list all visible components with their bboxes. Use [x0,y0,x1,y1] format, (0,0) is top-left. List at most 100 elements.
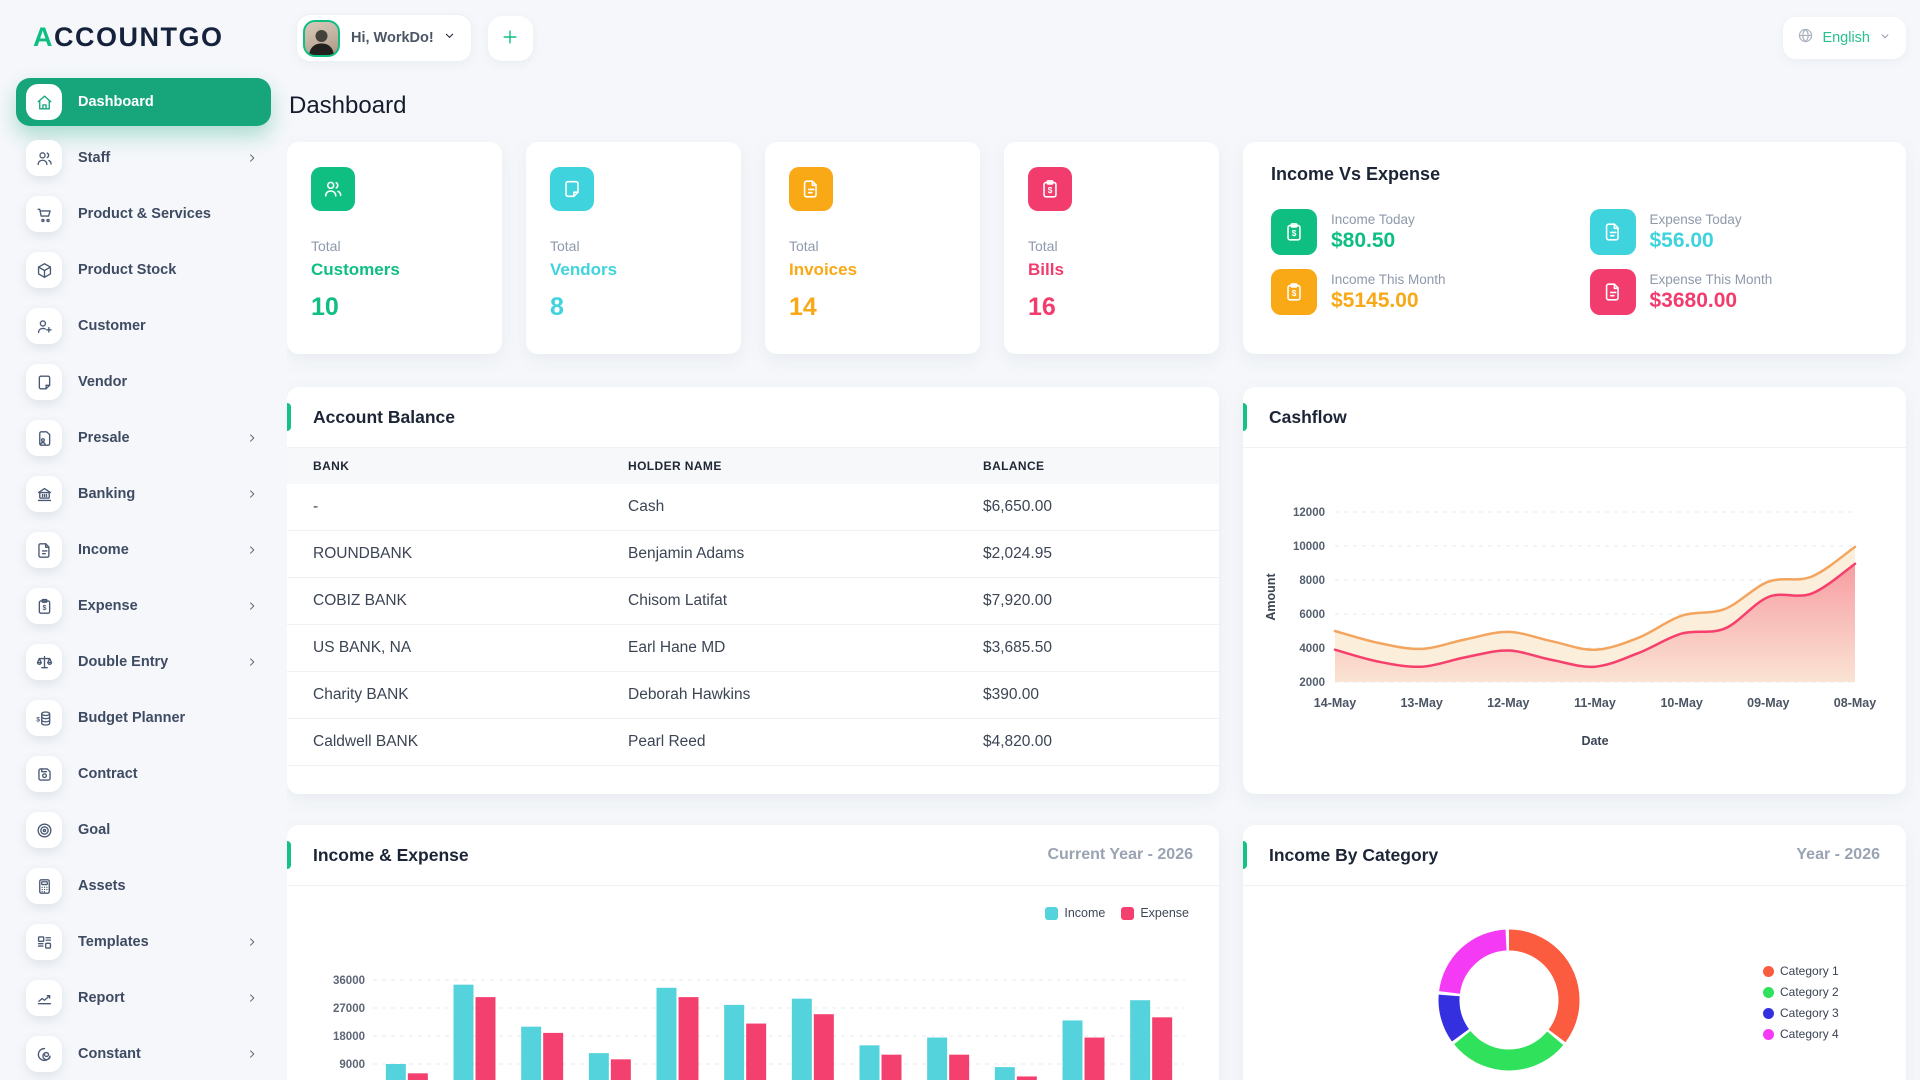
note-icon [550,167,594,211]
cashflow-title: Cashflow [1269,406,1347,427]
sidebar-item-contract[interactable]: Contract [16,750,271,798]
ive-value: $5145.00 [1331,288,1419,312]
table-cell: Pearl Reed [628,718,983,766]
svg-text:8000: 8000 [1299,575,1325,587]
sidebar-item-product-stock[interactable]: Product Stock [16,246,271,294]
stats-row: Total Customers 10 Total Vendors 8 Total Invoic… [287,142,1906,354]
chevron-right-icon [245,431,259,445]
legend-label: Category 3 [1780,1006,1839,1020]
ive-item-expense-today: Expense Today $56.00 [1589,209,1879,255]
income-by-category-year-label: Year - 2026 [1796,846,1880,863]
sidebar-item-assets[interactable]: Assets [16,862,271,910]
income-expense-year-label: Current Year - 2026 [1047,846,1193,863]
svg-text:10000: 10000 [1293,541,1325,553]
spiral-icon [26,1036,62,1072]
greeting-label: Hi, WorkDo! [351,30,434,46]
sidebar-item-double-entry[interactable]: Double Entry [16,638,271,686]
bank-icon [26,476,62,512]
sidebar-item-templates[interactable]: Templates [16,918,271,966]
language-label: English [1822,30,1870,46]
table-cell: $3,685.50 [983,624,1219,672]
sidebar-item-banking[interactable]: Banking [16,470,271,518]
chevron-right-icon [245,991,259,1005]
legend-label: Income [1064,906,1106,920]
page-title: Dashboard [289,92,407,119]
sidebar-item-label: Goal [78,822,111,838]
table-cell: Earl Hane MD [628,624,983,672]
table-cell: Benjamin Adams [628,530,983,578]
target-icon [26,812,62,848]
table-cell: US BANK, NA [287,624,628,672]
cashflow-chart: 2000 4000 6000 8000 10000 12000 14-May 13-May 12… [1243,448,1906,782]
chevron-right-icon [245,599,259,613]
clipboard-dollar-icon: $ [1271,209,1317,255]
sidebar-item-presale[interactable]: Presale [16,414,271,462]
svg-text:6000: 6000 [1299,609,1325,621]
logo-letter: A [33,22,54,52]
table-row: ROUNDBANK Benjamin Adams $2,024.95 [287,530,1219,578]
svg-text:10-May: 10-May [1660,696,1702,710]
svg-text:18000: 18000 [333,1031,365,1043]
sidebar-item-label: Customer [78,318,146,334]
account-balance-table: BANK HOLDER NAME BALANCE - Cash $6,650.00 ROU… [287,448,1219,766]
profile-menu-button[interactable]: Hi, WorkDo! [296,14,472,62]
stat-card-label: Invoices [789,260,858,279]
app-logo: ACCOUNTGO [0,0,287,70]
sidebar-item-product-services[interactable]: Product & Services [16,190,271,238]
panel-accent-bar [1243,403,1247,431]
legend-item-category-2: Category 2 [1763,985,1839,999]
panel-accent-bar [287,403,291,431]
sidebar-item-dashboard[interactable]: Dashboard [16,78,271,126]
bar-chart-legend: Income Expense [287,886,1219,920]
income-by-category-title: Income By Category [1269,844,1439,865]
table-cell: $390.00 [983,671,1219,719]
clipboard-dollar-icon: $ [1028,167,1072,211]
file-text-icon [789,167,833,211]
chevron-right-icon [245,655,259,669]
svg-text:09-May: 09-May [1747,696,1789,710]
legend-item-category-1: Category 1 [1763,964,1839,978]
sidebar-item-report[interactable]: Report [16,974,271,1022]
chevron-down-icon [442,28,457,48]
sidebar-item-goal[interactable]: Goal [16,806,271,854]
chevron-down-icon [1878,29,1892,48]
sidebar-item-staff[interactable]: Staff [16,134,271,182]
panel-accent-bar [1243,841,1247,869]
stat-card-label: Vendors [550,260,618,279]
panel-accent-bar [287,841,291,869]
avatar [303,19,340,57]
ive-value: $80.50 [1331,228,1396,252]
table-cell: $4,820.00 [983,718,1219,766]
sidebar-item-vendor[interactable]: Vendor [16,358,271,406]
sidebar-item-constant[interactable]: Constant [16,1030,271,1078]
language-selector[interactable]: English [1783,17,1906,59]
sidebar: ACCOUNTGO Dashboard Staff Product & Servic… [0,0,287,1080]
cart-icon [26,196,62,232]
sidebar-item-label: Vendor [78,374,128,390]
coins-icon: $ [26,700,62,736]
legend-item-expense: Expense [1121,906,1189,920]
table-cell: Cash [628,484,983,531]
legend-dot [1763,1007,1774,1019]
sidebar-item-label: Banking [78,486,136,502]
svg-text:12000: 12000 [1293,507,1325,519]
column-header-bank: BANK [313,459,350,473]
stat-card-prefix: Total [311,238,341,254]
svg-text:4000: 4000 [1299,643,1325,655]
stat-card-label: Customers [311,260,400,279]
sidebar-item-label: Dashboard [78,94,154,110]
home-icon [26,84,62,120]
stat-card-label: Bills [1028,260,1064,279]
sidebar-item-income[interactable]: Income [16,526,271,574]
sidebar-item-budget-planner[interactable]: $ Budget Planner [16,694,271,742]
stat-card-invoices: Total Invoices 14 [765,142,980,354]
ive-label: Income This Month [1331,271,1446,287]
user-plus-icon [26,308,62,344]
sidebar-item-label: Budget Planner [78,710,186,726]
sidebar-item-customer[interactable]: Customer [16,302,271,350]
sidebar-item-expense[interactable]: $ Expense [16,582,271,630]
svg-text:36000: 36000 [333,975,365,987]
sidebar-item-label: Expense [78,598,138,614]
add-button[interactable] [487,15,533,61]
legend-label: Category 2 [1780,985,1839,999]
